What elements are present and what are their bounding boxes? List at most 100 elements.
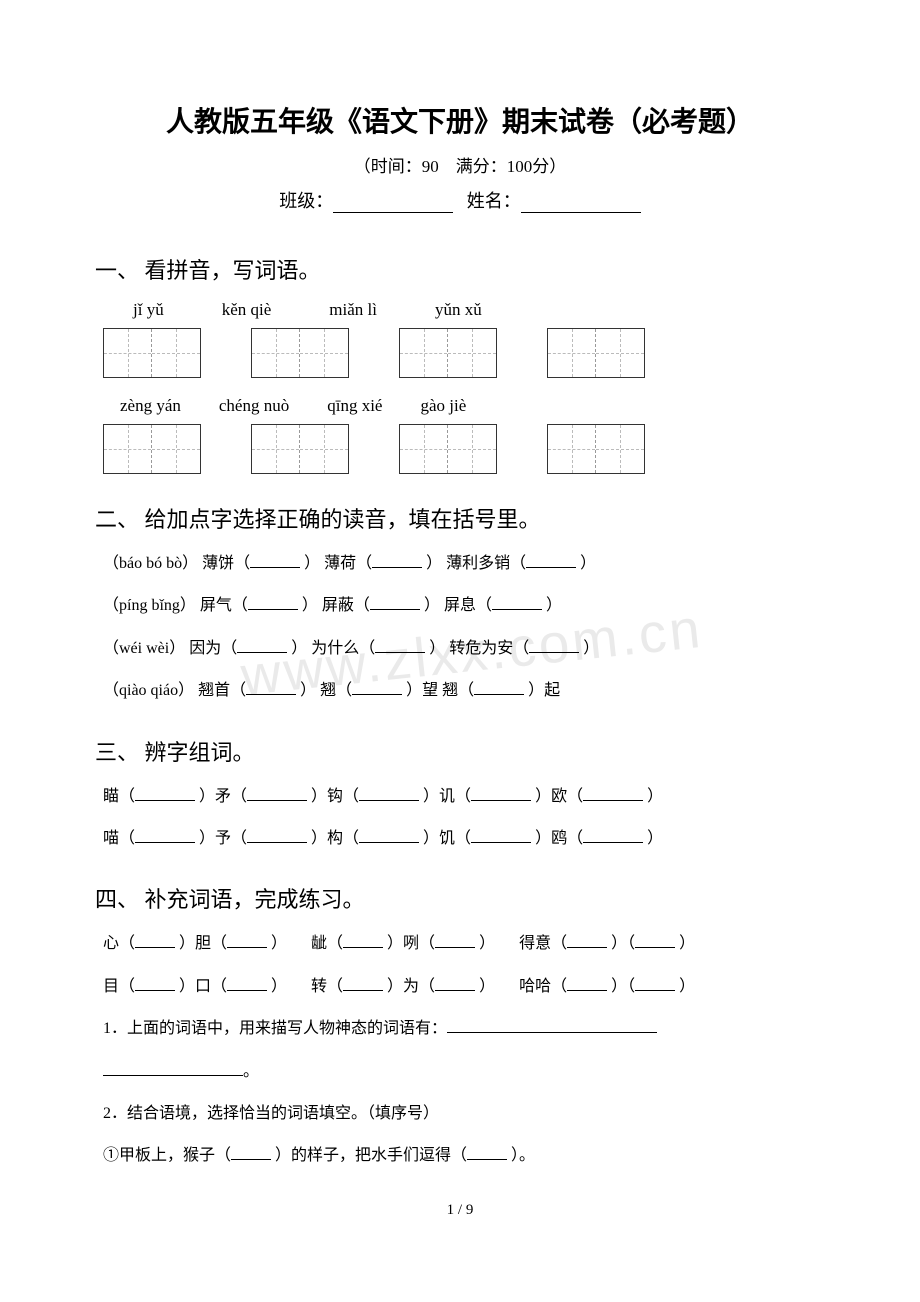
answer-blank[interactable] xyxy=(343,932,383,948)
class-blank[interactable] xyxy=(333,195,453,213)
q4-idiom-2: 目（ ）口（ ） 转（ ）为（ ） 哈哈（ ）（ ） xyxy=(95,972,825,1002)
q2-line-3: （wéi wèi） 因为（ ） 为什么（ ） 转危为安（ ） xyxy=(95,634,825,664)
q2-line-2: （píng bǐng） 屏气（ ） 屏蔽（ ） 屏息（ ） xyxy=(95,591,825,621)
answer-blank[interactable] xyxy=(103,1060,243,1076)
q3-line-2: 喵（ ）予（ ）构（ ）饥（ ）鸥（ ） xyxy=(95,824,825,854)
answer-blank[interactable] xyxy=(227,932,267,948)
question-text: 1．上面的词语中，用来描写人物神态的词语有： xyxy=(103,1020,447,1037)
word: 屏气（ xyxy=(200,597,248,614)
answer-blank[interactable] xyxy=(343,975,383,991)
char: ） xyxy=(647,830,663,847)
answer-blank[interactable] xyxy=(635,932,675,948)
pinyin-item: zèng yán xyxy=(120,396,181,416)
idiom-part: ）（ xyxy=(611,935,635,952)
char-box-group[interactable] xyxy=(399,424,497,474)
char: ）构（ xyxy=(311,830,359,847)
answer-blank[interactable] xyxy=(359,785,419,801)
q2-line-4: （qiào qiáo） 翘首（ ） 翘（ ）望 翘（ ）起 xyxy=(95,676,825,706)
pinyin-options: （báo bó bò） xyxy=(103,555,198,572)
answer-blank[interactable] xyxy=(526,552,576,568)
answer-blank[interactable] xyxy=(471,785,531,801)
section4-header: 四、 补充词语，完成练习。 xyxy=(95,882,825,914)
answer-blank[interactable] xyxy=(135,827,195,843)
answer-blank[interactable] xyxy=(237,637,287,653)
pinyin-item: jǐ yǔ xyxy=(133,300,164,320)
name-blank[interactable] xyxy=(521,195,641,213)
answer-blank[interactable] xyxy=(583,827,643,843)
char-box-group[interactable] xyxy=(103,424,201,474)
pinyin-options: （wéi wèi） xyxy=(103,640,185,657)
char: ）鸥（ xyxy=(535,830,583,847)
answer-blank[interactable] xyxy=(529,637,579,653)
char-box-group[interactable] xyxy=(103,328,201,378)
section1-header: 一、 看拼音，写词语。 xyxy=(95,253,825,285)
answer-blank[interactable] xyxy=(135,785,195,801)
q4-sub1: 1．上面的词语中，用来描写人物神态的词语有： xyxy=(95,1014,825,1044)
idiom-part: ） 哈哈（ xyxy=(479,978,567,995)
answer-blank[interactable] xyxy=(231,1144,271,1160)
q4-sub2-1: ①甲板上，猴子（ ）的样子，把水手们逗得（ ）。 xyxy=(95,1141,825,1171)
answer-blank[interactable] xyxy=(247,827,307,843)
content: 人教版五年级《语文下册》期末试卷（必考题） （时间：90 满分：100分） 班级… xyxy=(95,100,825,1219)
char: ）予（ xyxy=(199,830,247,847)
char: ）矛（ xyxy=(199,788,247,805)
answer-blank[interactable] xyxy=(635,975,675,991)
char: ）钩（ xyxy=(311,788,359,805)
q2-line-1: （báo bó bò） 薄饼（ ） 薄荷（ ） 薄利多销（ ） xyxy=(95,549,825,579)
answer-blank[interactable] xyxy=(471,827,531,843)
word: ） 为什么（ xyxy=(291,640,375,657)
answer-blank[interactable] xyxy=(435,932,475,948)
char-box-group[interactable] xyxy=(399,328,497,378)
section2-header: 二、 给加点字选择正确的读音，填在括号里。 xyxy=(95,502,825,534)
answer-blank[interactable] xyxy=(227,975,267,991)
idiom-part: ）口（ xyxy=(179,978,227,995)
answer-blank[interactable] xyxy=(474,679,524,695)
char-box-group[interactable] xyxy=(251,424,349,474)
answer-blank[interactable] xyxy=(375,637,425,653)
pinyin-row-2: zèng yán chéng nuò qīng xié gào jiè xyxy=(95,396,825,416)
question-text: ①甲板上，猴子（ xyxy=(103,1147,231,1164)
word: ） 转危为安（ xyxy=(429,640,529,657)
pinyin-row-1: jǐ yǔ kěn qiè miǎn lì yǔn xǔ xyxy=(95,300,825,320)
pinyin-item: yǔn xǔ xyxy=(435,300,482,320)
char: ） xyxy=(647,788,663,805)
answer-blank[interactable] xyxy=(447,1017,657,1033)
char-box-row-1 xyxy=(95,328,825,378)
idiom-part: ）为（ xyxy=(387,978,435,995)
pinyin-item: gào jiè xyxy=(420,396,466,416)
answer-blank[interactable] xyxy=(135,932,175,948)
char-box-group[interactable] xyxy=(547,328,645,378)
char-box-row-2 xyxy=(95,424,825,474)
answer-blank[interactable] xyxy=(583,785,643,801)
word: 薄饼（ xyxy=(202,555,250,572)
pinyin-options: （qiào qiáo） xyxy=(103,682,194,699)
char-box-group[interactable] xyxy=(547,424,645,474)
char: 喵（ xyxy=(103,830,135,847)
answer-blank[interactable] xyxy=(135,975,175,991)
answer-blank[interactable] xyxy=(567,932,607,948)
answer-blank[interactable] xyxy=(567,975,607,991)
answer-blank[interactable] xyxy=(246,679,296,695)
word: ） 翘（ xyxy=(300,682,352,699)
q4-sub1-cont: 。 xyxy=(95,1057,825,1087)
answer-blank[interactable] xyxy=(248,594,298,610)
question-text: 。 xyxy=(243,1063,259,1080)
char: ）欧（ xyxy=(535,788,583,805)
exam-subtitle: （时间：90 满分：100分） xyxy=(95,152,825,177)
answer-blank[interactable] xyxy=(247,785,307,801)
answer-blank[interactable] xyxy=(492,594,542,610)
char-box-group[interactable] xyxy=(251,328,349,378)
idiom-part: ） 得意（ xyxy=(479,935,567,952)
word: ）起 xyxy=(528,682,560,699)
answer-blank[interactable] xyxy=(250,552,300,568)
answer-blank[interactable] xyxy=(370,594,420,610)
answer-blank[interactable] xyxy=(372,552,422,568)
answer-blank[interactable] xyxy=(359,827,419,843)
answer-blank[interactable] xyxy=(467,1144,507,1160)
answer-blank[interactable] xyxy=(435,975,475,991)
word: ） 薄利多销（ xyxy=(426,555,526,572)
word: 翘首（ xyxy=(198,682,246,699)
char: ）讥（ xyxy=(423,788,471,805)
char: ）饥（ xyxy=(423,830,471,847)
answer-blank[interactable] xyxy=(352,679,402,695)
